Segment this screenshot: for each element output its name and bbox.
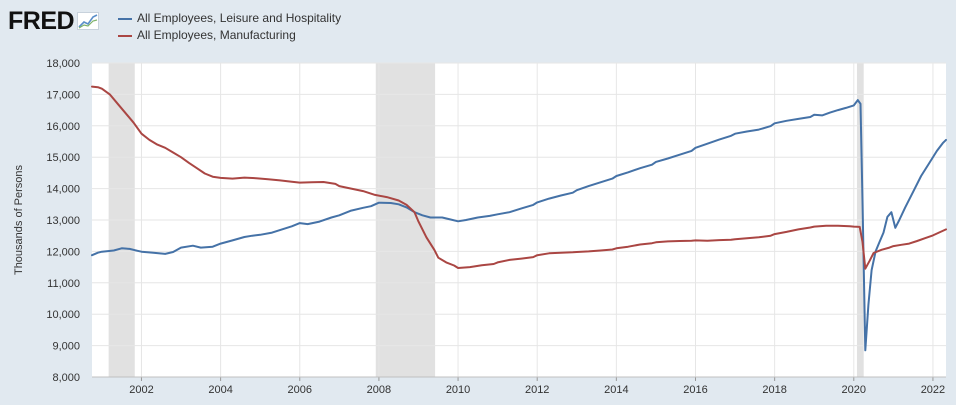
y-tick-label: 13,000 <box>46 215 80 227</box>
x-tick-label: 2016 <box>683 384 707 396</box>
x-tick-label: 2022 <box>921 384 945 396</box>
x-tick-label: 2020 <box>842 384 866 396</box>
legend-label-manufacturing: All Employees, Manufacturing <box>137 28 296 42</box>
legend-swatch-leisure <box>118 17 132 20</box>
legend-item-leisure[interactable]: All Employees, Leisure and Hospitality <box>118 10 341 27</box>
y-tick-label: 11,000 <box>47 278 80 290</box>
x-tick-label: 2012 <box>525 384 549 396</box>
x-tick-label: 2014 <box>604 384 628 396</box>
trend-chart-icon <box>77 12 100 30</box>
chart-header: FRED All Employees, Leisure and Hospital… <box>8 6 948 42</box>
fred-logo-text: FRED <box>8 7 75 35</box>
y-axis-title: Thousands of Persons <box>13 164 25 275</box>
y-tick-label: 9,000 <box>52 341 80 353</box>
x-tick-label: 2018 <box>762 384 786 396</box>
legend-swatch-manufacturing <box>118 34 132 37</box>
x-tick-label: 2008 <box>367 384 391 396</box>
y-tick-label: 16,000 <box>46 121 80 133</box>
chart-legend: All Employees, Leisure and Hospitality A… <box>118 10 341 44</box>
fred-logo[interactable]: FRED <box>8 7 100 35</box>
y-tick-label: 12,000 <box>46 246 80 258</box>
x-tick-label: 2006 <box>288 384 312 396</box>
x-tick-label: 2010 <box>446 384 470 396</box>
legend-label-leisure: All Employees, Leisure and Hospitality <box>137 11 342 25</box>
x-tick-label: 2004 <box>208 384 232 396</box>
y-tick-label: 10,000 <box>46 309 80 321</box>
series-line-manufacturing[interactable] <box>91 85 947 270</box>
series-line-leisure-hospitality[interactable] <box>91 99 947 352</box>
y-tick-label: 8,000 <box>52 372 80 384</box>
y-tick-label: 17,000 <box>46 89 80 101</box>
y-tick-label: 18,000 <box>46 58 80 70</box>
y-tick-label: 15,000 <box>46 152 80 164</box>
legend-item-manufacturing[interactable]: All Employees, Manufacturing <box>118 27 341 44</box>
y-tick-label: 14,000 <box>46 184 80 196</box>
x-tick-label: 2002 <box>129 384 153 396</box>
